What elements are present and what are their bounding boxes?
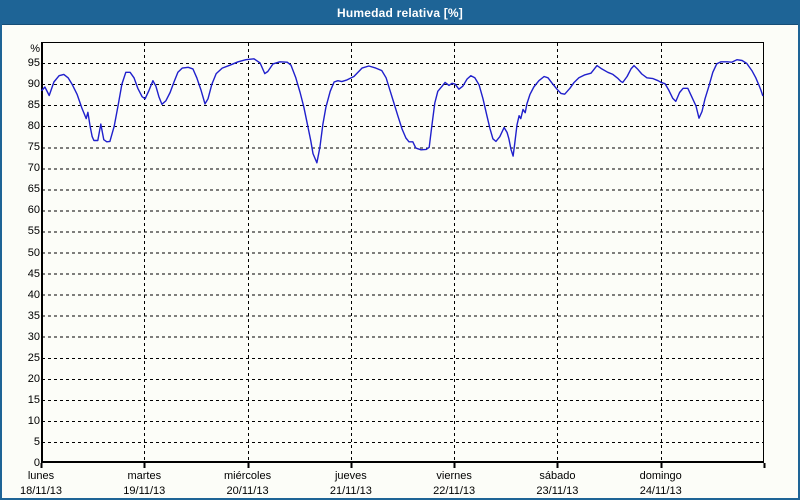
- chart-title: Humedad relativa [%]: [336, 6, 464, 20]
- y-tick-label: 80: [27, 120, 40, 133]
- x-day-date-label: 18/11/13: [19, 485, 63, 497]
- x-day-date-label: 23/11/13: [536, 485, 579, 497]
- chart-title-bar: Humedad relativa [%]: [2, 2, 798, 25]
- y-tick-label: 30: [27, 330, 40, 343]
- x-day-date-label: 19/11/13: [123, 485, 166, 497]
- y-tick-label: 40: [27, 288, 40, 301]
- y-tick-label: 0: [33, 457, 40, 469]
- y-tick-label: 25: [27, 351, 40, 364]
- x-day-name-label: miércoles: [224, 470, 272, 482]
- y-tick-label: 20: [27, 372, 40, 385]
- humidity-series-line: [41, 58, 764, 164]
- x-day-name-label: sábado: [539, 470, 576, 482]
- y-tick-label: 55: [27, 225, 40, 238]
- x-day-date-label: 20/11/13: [226, 485, 269, 497]
- x-day-name-label: martes: [127, 470, 162, 482]
- y-tick-label: 45: [27, 267, 40, 280]
- x-day-name-label: lunes: [27, 470, 55, 482]
- y-tick-label: 75: [27, 141, 40, 154]
- x-day-date-label: 21/11/13: [329, 485, 372, 497]
- y-tick-label: 5: [33, 435, 40, 448]
- y-tick-label: 60: [27, 204, 40, 217]
- x-day-name-label: domingo: [639, 470, 682, 482]
- x-day-name-label: jueves: [334, 470, 367, 482]
- y-tick-label: 15: [27, 393, 40, 406]
- x-day-date-label: 22/11/13: [433, 485, 476, 497]
- y-tick-label: 70: [27, 162, 40, 175]
- y-tick-label: 65: [27, 183, 40, 196]
- y-tick-label: 85: [27, 99, 40, 112]
- y-tick-label: 35: [27, 309, 40, 322]
- y-tick-label: 95: [27, 57, 40, 70]
- y-axis-unit-label: %: [30, 43, 40, 55]
- x-day-name-label: viernes: [436, 470, 472, 482]
- x-day-date-label: 24/11/13: [639, 485, 682, 497]
- y-tick-label: 90: [27, 78, 40, 91]
- y-tick-label: 10: [27, 414, 40, 427]
- y-tick-label: 50: [27, 246, 40, 259]
